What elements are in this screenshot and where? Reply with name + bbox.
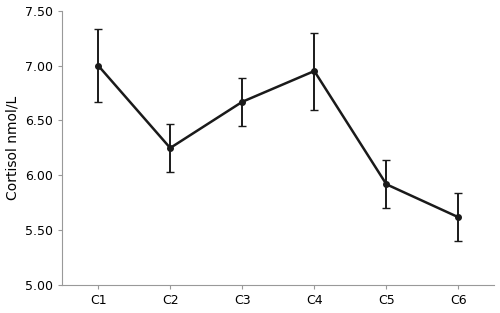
Y-axis label: Cortisol nmol/L: Cortisol nmol/L <box>6 96 20 200</box>
